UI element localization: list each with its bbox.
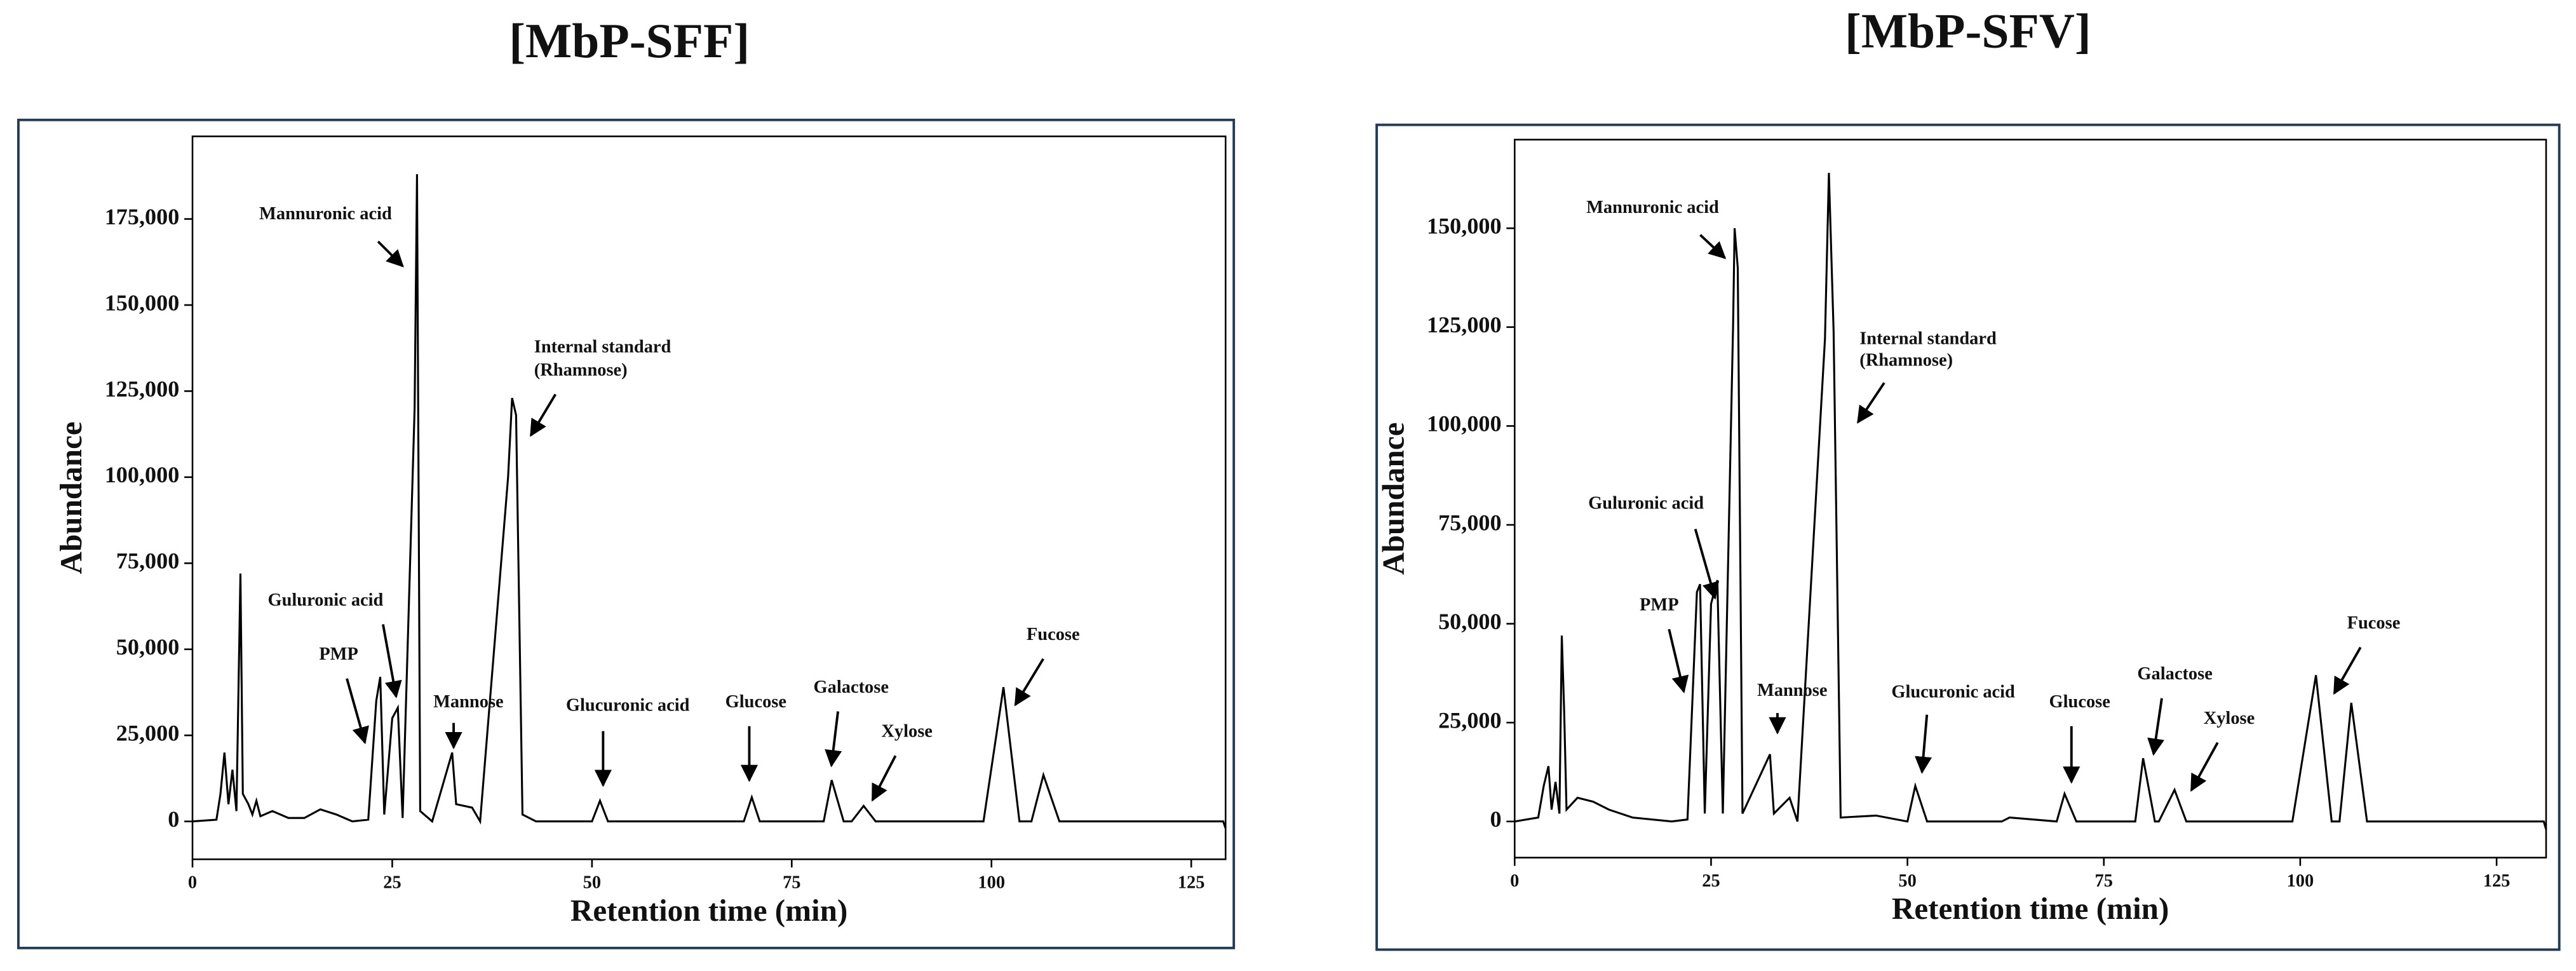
- annotation-arrow: [1857, 382, 1885, 424]
- peak-annotation: Mannuronic acid: [1586, 198, 1719, 217]
- x-tick-label: 100: [978, 873, 1005, 893]
- annotation-arrow: [1915, 714, 1932, 774]
- annotation-arrow: [382, 624, 402, 698]
- peak-annotation: Mannose: [1757, 681, 1828, 700]
- x-tick-label: 100: [2287, 871, 2314, 891]
- peak-annotation: Mannose: [433, 692, 504, 712]
- x-tick-label: 75: [783, 873, 800, 893]
- annotation-arrow: [825, 711, 842, 768]
- y-tick-label: 0: [168, 806, 179, 832]
- x-tick-label: 125: [2483, 871, 2511, 891]
- annotation-arrow: [346, 678, 369, 745]
- peak-annotation: Galactose: [2137, 664, 2212, 684]
- chromatogram-line: [192, 174, 1227, 829]
- y-tick-label: 150,000: [1427, 213, 1502, 238]
- outer-frame: [1375, 123, 2561, 951]
- chromatogram-line: [1514, 172, 2547, 830]
- peak-annotation: Glucose: [725, 692, 786, 712]
- x-tick-label: 75: [2095, 871, 2113, 891]
- peak-annotation: Guluronic acid: [1588, 493, 1704, 513]
- peak-annotation: Xylose: [2204, 709, 2255, 728]
- y-tick-label: 100,000: [1427, 411, 1502, 437]
- y-tick-label: 75,000: [116, 548, 180, 574]
- outer-frame: [17, 118, 1236, 949]
- y-tick-label: 25,000: [116, 720, 180, 745]
- y-tick-label: 50,000: [116, 634, 180, 660]
- annotation-arrow: [871, 755, 897, 802]
- peak-annotation: Mannuronic acid: [259, 204, 392, 224]
- peak-annotation: PMP: [1640, 595, 1679, 615]
- x-tick-label: 0: [188, 873, 197, 893]
- y-tick-label: 50,000: [1438, 609, 1502, 634]
- x-tick-label: 50: [583, 873, 601, 893]
- annotation-arrow: [377, 240, 404, 268]
- annotation-arrow: [529, 393, 557, 437]
- x-axis-label: Retention time (min): [570, 893, 847, 928]
- peak-annotation: Glucose: [2049, 692, 2110, 712]
- y-tick-label: 0: [1490, 806, 1502, 832]
- peak-annotation: (Rhamnose): [534, 360, 628, 380]
- y-tick-label: 150,000: [105, 290, 180, 315]
- peak-annotation: Internal standard: [1859, 329, 1997, 349]
- annotation-arrow: [1694, 528, 1720, 600]
- peak-annotation: Guluronic acid: [267, 590, 383, 610]
- y-axis-label: Abundance: [1375, 423, 1410, 575]
- plot-frame: [191, 135, 1227, 860]
- x-axis-label: Retention time (min): [1892, 891, 2169, 926]
- plot-frame: [1513, 139, 2547, 859]
- chart-panel: [MbP-SFV] Retention time (min) Abundance 0 2…: [1375, 4, 2561, 951]
- peak-annotation: Glucuronic acid: [566, 695, 690, 715]
- x-tick-label: 125: [1178, 873, 1205, 893]
- annotation-arrow: [2147, 698, 2165, 756]
- x-tick-label: 25: [383, 873, 401, 893]
- chart-title: [MbP-SFF]: [509, 13, 750, 68]
- x-tick-label: 50: [1898, 871, 1916, 891]
- peak-annotation: Fucose: [2347, 613, 2401, 633]
- y-tick-label: 25,000: [1438, 707, 1502, 733]
- peak-annotation: Fucose: [1027, 625, 1080, 644]
- y-tick-label: 125,000: [1427, 312, 1502, 337]
- peak-annotation: Xylose: [881, 722, 933, 742]
- y-tick-label: 100,000: [105, 462, 180, 487]
- peak-annotation: Glucuronic acid: [1891, 682, 2015, 702]
- peak-annotation: Internal standard: [534, 337, 671, 357]
- y-tick-label: 175,000: [105, 204, 180, 229]
- annotation-arrow: [2190, 742, 2219, 792]
- y-tick-label: 75,000: [1438, 510, 1502, 535]
- peak-annotation: Galactose: [814, 677, 889, 697]
- y-tick-label: 125,000: [105, 376, 180, 402]
- annotation-arrow: [2333, 646, 2362, 695]
- peak-annotation: (Rhamnose): [1859, 350, 1953, 370]
- chart-title: [MbP-SFV]: [1845, 4, 2091, 58]
- annotation-arrow: [1668, 628, 1689, 694]
- annotation-arrow: [1699, 234, 1727, 259]
- peak-annotation: PMP: [319, 644, 358, 664]
- x-tick-label: 25: [1702, 871, 1720, 891]
- annotation-arrow: [1014, 658, 1044, 707]
- y-axis-label: Abundance: [53, 421, 88, 574]
- chart-panel: [MbP-SFF] Retention time (min) Abundance 0 2…: [17, 13, 1236, 949]
- x-tick-label: 0: [1510, 871, 1519, 891]
